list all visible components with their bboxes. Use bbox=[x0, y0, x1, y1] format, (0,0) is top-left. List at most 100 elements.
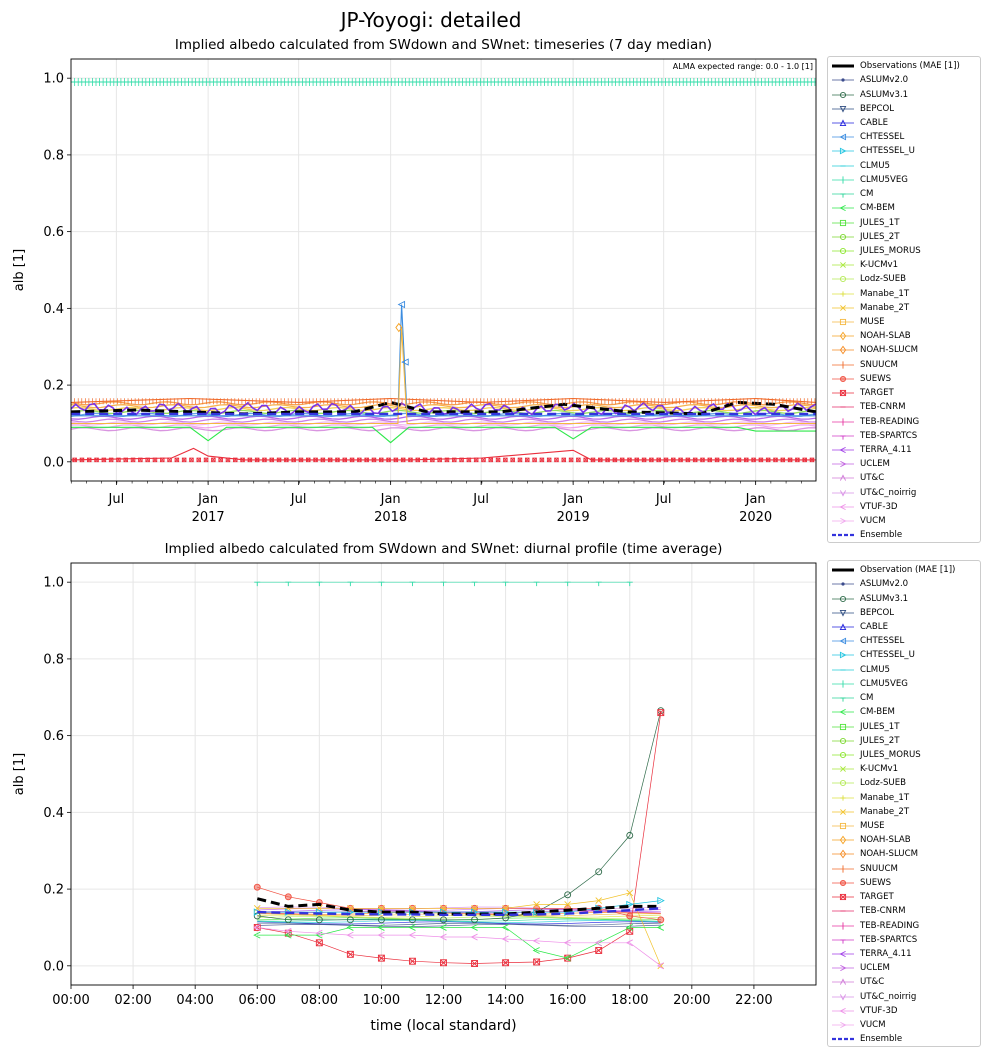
legend-label: Observation (MAE [1]) bbox=[860, 565, 956, 576]
legend-label: Manabe_2T bbox=[860, 302, 910, 313]
legend-label: TERRA_4.11 bbox=[860, 949, 912, 960]
legend-label: TARGET bbox=[860, 388, 894, 399]
legend-swatch bbox=[832, 669, 854, 671]
legend-swatch bbox=[832, 737, 854, 744]
legend-label: CLMU5VEG bbox=[860, 174, 908, 185]
model-cluster-line bbox=[257, 921, 661, 925]
legend-label: UT&C bbox=[860, 977, 885, 988]
legend-entry: NOAH-SLUCM bbox=[831, 343, 977, 357]
x-axis-label: time (local standard) bbox=[370, 1018, 516, 1034]
legend-swatch bbox=[832, 993, 854, 1001]
legend-entry: CLMU5VEG bbox=[831, 677, 977, 691]
legend-swatch bbox=[832, 795, 854, 801]
legend-label: Manabe_1T bbox=[860, 288, 910, 299]
legend-swatch bbox=[832, 1038, 854, 1041]
legend-entry: CHTESSEL_U bbox=[831, 144, 977, 158]
legend-label: VUCM bbox=[860, 1020, 886, 1031]
legend-swatch bbox=[832, 534, 854, 537]
legend-swatch bbox=[832, 78, 854, 82]
legend-entry: ASLUMv3.1 bbox=[831, 591, 977, 605]
legend-swatch bbox=[832, 304, 854, 311]
legend-entry: CM bbox=[831, 691, 977, 705]
timeseries-chart: Implied albedo calculated from SWdown an… bbox=[12, 37, 817, 525]
series-line bbox=[257, 907, 661, 916]
legend-label: CM bbox=[860, 693, 874, 704]
legend-label: SUEWS bbox=[860, 877, 892, 888]
legend-swatch bbox=[832, 951, 854, 958]
timeseries-frame bbox=[70, 58, 817, 482]
legend-label: Ensemble bbox=[860, 530, 903, 541]
legend-entry: CM-BEM bbox=[831, 201, 977, 215]
legend-label: TEB-SPARTCS bbox=[860, 934, 918, 945]
legend-entry: TARGET bbox=[831, 386, 977, 400]
legend-entry: K-UCMv1 bbox=[831, 258, 977, 272]
legend-swatch bbox=[832, 822, 854, 830]
series-line bbox=[257, 892, 662, 966]
legend-entry: Manabe_1T bbox=[831, 791, 977, 805]
legend-label: UT&C_noirrig bbox=[860, 487, 917, 498]
legend-label: VTUF-3D bbox=[860, 501, 898, 512]
figure-title: JP-Yoyogi: detailed bbox=[340, 8, 522, 32]
legend-swatch bbox=[832, 723, 854, 730]
legend-label: JULES_MORUS bbox=[860, 749, 921, 760]
y-tick-label: 1.0 bbox=[43, 72, 64, 87]
legend-label: TEB-SPARTCS bbox=[860, 430, 918, 441]
legend-swatch bbox=[832, 291, 854, 297]
legend-label: TEB-CNRM bbox=[860, 402, 906, 413]
legend-swatch bbox=[832, 435, 854, 440]
legend-swatch bbox=[832, 910, 854, 912]
legend-label: CLMU5VEG bbox=[860, 678, 908, 689]
legend-entry: VUCM bbox=[831, 514, 977, 528]
legend-entry: UT&C bbox=[831, 471, 977, 485]
legend-swatch bbox=[832, 595, 854, 602]
legend-entry: SUEWS bbox=[831, 876, 977, 890]
legend-swatch bbox=[832, 652, 854, 659]
legend-entry: CLMU5VEG bbox=[831, 173, 977, 187]
legend-entry: Ensemble bbox=[831, 1032, 977, 1046]
legend-swatch bbox=[832, 193, 854, 198]
legend-label: Manabe_1T bbox=[860, 792, 910, 803]
diurnal-title: Implied albedo calculated from SWdown an… bbox=[165, 541, 723, 557]
legend-entry: CHTESSEL_U bbox=[831, 648, 977, 662]
legend-entry: Ensemble bbox=[831, 528, 977, 542]
legend-label: CABLE bbox=[860, 621, 888, 632]
legend-swatch bbox=[832, 119, 854, 127]
model-cluster-line bbox=[257, 924, 661, 928]
legend-label: CABLE bbox=[860, 117, 888, 128]
legend-label: ASLUMv3.1 bbox=[860, 593, 909, 604]
legend-entry: ASLUMv2.0 bbox=[831, 577, 977, 591]
legend-entry: CABLE bbox=[831, 620, 977, 634]
legend-entry: TEB-SPARTCS bbox=[831, 933, 977, 947]
legend-label: TEB-READING bbox=[860, 416, 920, 427]
legend-label: JULES_1T bbox=[860, 721, 900, 732]
legend-label: UCLEM bbox=[860, 459, 890, 470]
y-tick-label: 1.0 bbox=[43, 576, 64, 591]
x-tick-label: 12:00 bbox=[425, 993, 462, 1008]
legend-label: JULES_2T bbox=[860, 231, 900, 242]
legend-swatch bbox=[832, 965, 854, 972]
x-tick-label: 02:00 bbox=[114, 993, 151, 1008]
legend-swatch bbox=[832, 247, 854, 255]
legend-entry: TEB-CNRM bbox=[831, 400, 977, 414]
x-tick-label: 22:00 bbox=[735, 993, 772, 1008]
legend-entry: SNUUCM bbox=[831, 358, 977, 372]
legend-entry: MUSE bbox=[831, 315, 977, 329]
legend-entry: TERRA_4.11 bbox=[831, 443, 977, 457]
legend-swatch bbox=[832, 461, 854, 468]
legend-swatch bbox=[832, 205, 854, 212]
model-band-line bbox=[71, 424, 816, 429]
y-tick-label: 0.0 bbox=[43, 959, 64, 974]
legend-entry: TEB-READING bbox=[831, 918, 977, 932]
legend-entry: JULES_2T bbox=[831, 734, 977, 748]
legend-swatch bbox=[832, 808, 854, 815]
legend-label: NOAH-SLAB bbox=[860, 835, 911, 846]
legend-entry: Lodz-SUEB bbox=[831, 272, 977, 286]
legend-label: Observations (MAE [1]) bbox=[860, 61, 960, 72]
y-tick-label: 0.8 bbox=[43, 652, 64, 667]
y-tick-label: 0.2 bbox=[43, 379, 64, 394]
series-line bbox=[71, 426, 816, 444]
legend-swatch bbox=[832, 64, 854, 68]
legend-entry: TEB-CNRM bbox=[831, 904, 977, 918]
legend-entry: Lodz-SUEB bbox=[831, 776, 977, 790]
legend-entry: ASLUMv3.1 bbox=[831, 87, 977, 101]
